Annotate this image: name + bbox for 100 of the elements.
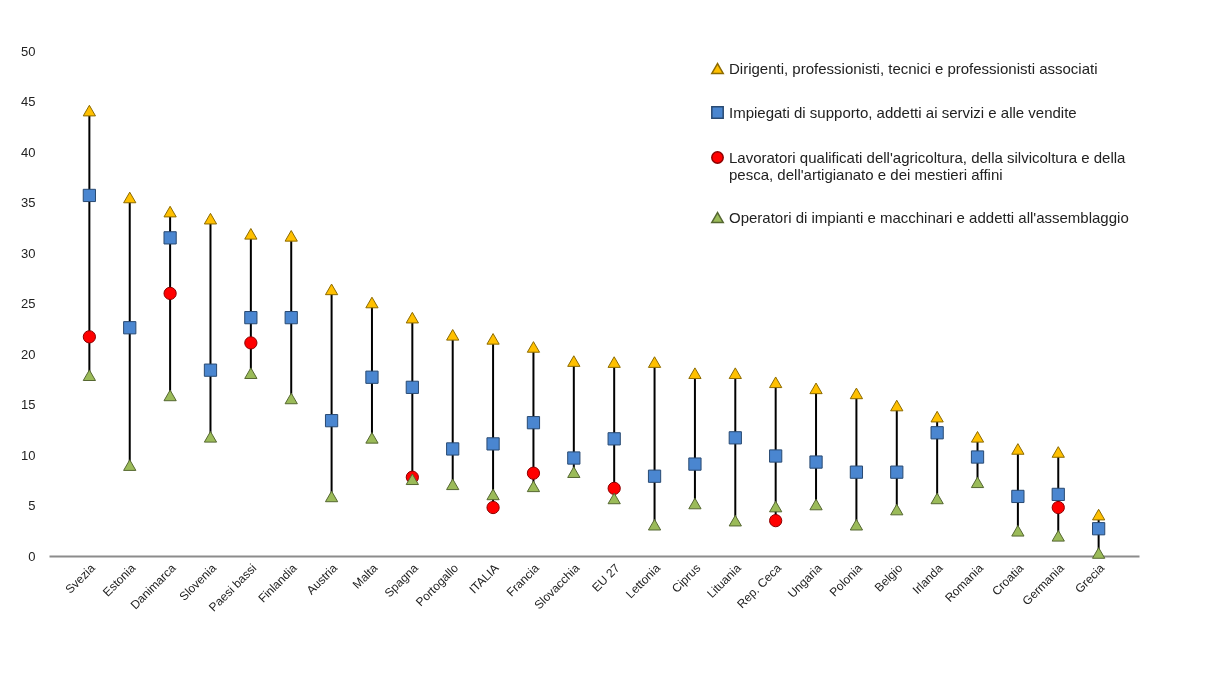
- point: [284, 230, 298, 242]
- y-tick-label: 10: [21, 447, 36, 463]
- point: [446, 478, 460, 491]
- point: [244, 311, 258, 325]
- point: [163, 205, 177, 218]
- point: [203, 363, 218, 377]
- point: [607, 492, 621, 505]
- point: [688, 497, 702, 510]
- legend-label: Lavoratori qualificati dell'agricoltura, della silvicoltura e della pesca, dell'artigianato e dei mestieri affini: [729, 148, 1127, 183]
- point: [82, 330, 96, 344]
- point: [567, 451, 581, 465]
- point: [163, 231, 177, 245]
- point: [567, 355, 581, 367]
- point: [1011, 443, 1025, 455]
- point: [365, 370, 379, 384]
- y-tick-label: 45: [21, 94, 36, 109]
- point: [82, 104, 96, 117]
- point: [486, 333, 500, 345]
- legend-label: Operatori di impianti e macchinari e addetti all'assemblaggio: [729, 208, 1129, 226]
- point: [486, 437, 500, 451]
- y-tick-label: 15: [21, 397, 36, 412]
- point: [123, 191, 137, 204]
- point: [486, 488, 500, 501]
- point: [970, 450, 985, 464]
- y-tick-label: 5: [28, 498, 36, 513]
- point: [324, 283, 339, 296]
- point: [446, 442, 460, 456]
- point: [526, 480, 541, 493]
- point: [647, 469, 662, 483]
- point: [728, 514, 742, 527]
- point: [1051, 530, 1065, 542]
- point: [526, 466, 541, 480]
- point: [607, 481, 621, 495]
- point: [526, 416, 541, 430]
- point: [890, 465, 904, 479]
- y-tick-label: 20: [21, 346, 36, 362]
- point: [769, 514, 783, 528]
- point: [728, 431, 742, 445]
- point: [890, 503, 904, 516]
- point: [970, 476, 985, 489]
- point: [1011, 524, 1025, 537]
- point: [1092, 522, 1106, 536]
- point: [809, 382, 823, 395]
- point: [1011, 489, 1025, 504]
- legend-label: Impiegati di supporto, addetti ai servizi e alle vendite: [729, 103, 1077, 121]
- point: [647, 518, 662, 531]
- point: [203, 431, 218, 443]
- point: [123, 321, 137, 335]
- point: [930, 426, 944, 440]
- y-tick-label: 25: [21, 296, 36, 311]
- point: [970, 431, 985, 443]
- point: [486, 500, 500, 515]
- point: [769, 500, 783, 513]
- point: [284, 392, 298, 405]
- y-tick-label: 35: [21, 195, 36, 210]
- point: [647, 356, 662, 368]
- y-tick-label: 0: [28, 548, 36, 564]
- point: [688, 367, 702, 379]
- point: [446, 329, 460, 341]
- point: [1092, 547, 1106, 559]
- point: [365, 432, 379, 444]
- point: [526, 341, 541, 353]
- y-tick-label: 40: [21, 144, 36, 160]
- point: [405, 380, 419, 394]
- y-tick-label: 30: [21, 245, 36, 261]
- point: [324, 414, 339, 428]
- point: [244, 336, 258, 350]
- point: [930, 410, 944, 423]
- point: [244, 228, 258, 240]
- point: [82, 369, 96, 382]
- x-tick-label: EU 27: [589, 560, 623, 595]
- point: [1051, 446, 1065, 458]
- point: [849, 518, 864, 531]
- point: [365, 296, 379, 309]
- point: [607, 432, 621, 446]
- legend-label: Dirigenti, professionisti, tecnici e professionisti associati: [729, 59, 1098, 77]
- point: [324, 490, 339, 503]
- point: [769, 449, 783, 463]
- point: [163, 286, 177, 301]
- point: [244, 367, 258, 379]
- point: [82, 188, 96, 203]
- point: [809, 498, 823, 511]
- y-tick-label: 50: [21, 43, 36, 59]
- point: [809, 455, 823, 469]
- point: [849, 387, 864, 400]
- point: [769, 376, 783, 389]
- point: [849, 465, 864, 479]
- point: [163, 389, 177, 402]
- point: [1051, 487, 1065, 502]
- point: [1092, 508, 1106, 521]
- point: [688, 457, 702, 471]
- point: [930, 492, 944, 505]
- point: [405, 311, 419, 324]
- point: [728, 367, 742, 379]
- point: [607, 356, 621, 368]
- point: [123, 459, 137, 471]
- point: [890, 399, 904, 412]
- point: [1051, 500, 1065, 515]
- point: [567, 466, 581, 478]
- point: [284, 311, 298, 325]
